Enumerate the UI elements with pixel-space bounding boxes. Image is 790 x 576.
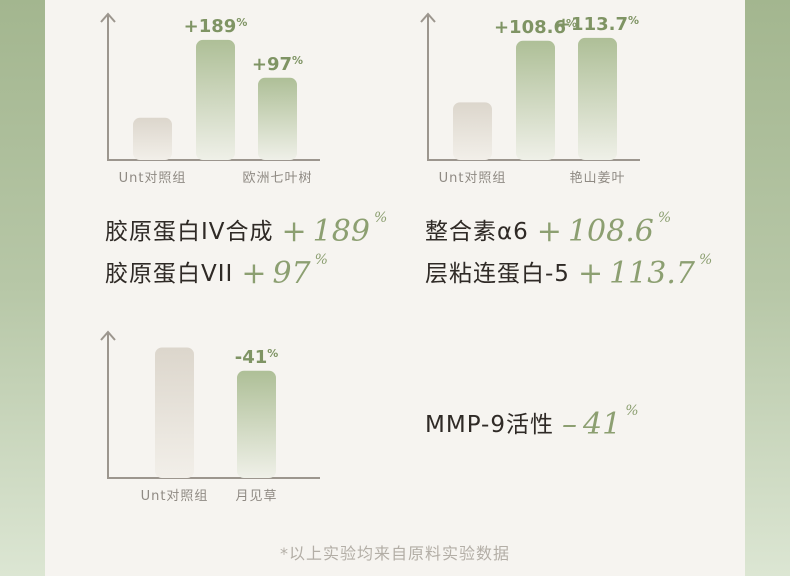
stat-value: +189% [281,210,388,249]
stat-label: 胶原蛋白VII [105,261,234,287]
bar-data-label: +113.7% [556,14,639,35]
stat-integrin: 整合素α6 +108.6% [425,210,672,249]
category-label: Unt对照组 [439,171,507,186]
bar-chart-collagen-svg: Unt对照组 +189%+97% 欧洲七叶树 [100,12,320,186]
category-label: 月见草 [235,489,277,504]
y-axis-arrow [100,330,116,341]
stat-value: +97% [241,252,328,291]
bar-chart-mmp9: Unt对照组 -41% 月见草 [95,326,325,504]
y-axis-arrow [420,12,436,23]
stat-value: +113.7% [577,252,713,291]
bar-data-label: +189% [184,16,248,37]
bar-chart-integrin-svg: Unt对照组 +108.6%+113.7% 艳山姜叶 [420,12,640,186]
bar-1 [516,40,555,160]
bar-chart-mmp9-svg: Unt对照组 -41% 月见草 [100,330,320,504]
category-label: Unt对照组 [119,171,187,186]
bar-2 [578,37,617,160]
footnote: *以上实验均来自原料实验数据 [279,544,510,563]
bar-chart-collagen: Unt对照组 +189% +97% 欧洲七叶树 [95,8,325,186]
bar-1 [196,39,235,160]
bar-data-label: -41% [235,347,279,368]
stat-label: 层粘连蛋白-5 [425,261,570,287]
bar-0 [453,102,492,160]
content-panel: Unt对照组 +189% +97% 欧洲七叶树 Unt对照组 +108.6% +113.7… [45,0,745,576]
stat-label: 胶原蛋白IV合成 [105,219,274,245]
bar-0 [133,117,172,160]
category-label: Unt对照组 [141,489,209,504]
stat-collagen-iv: 胶原蛋白IV合成 +189% [105,210,388,249]
category-label: 欧洲七叶树 [242,171,312,186]
bar-0 [155,347,194,478]
bar-1 [237,370,276,478]
y-axis-arrow [100,12,116,23]
stat-collagen-vii: 胶原蛋白VII +97% [105,252,328,291]
stat-laminin: 层粘连蛋白-5 +113.7% [425,252,713,291]
stat-value: –41% [562,403,639,442]
chart-axes [107,332,320,479]
chart-axes [107,14,320,161]
bar-2 [258,77,297,160]
stat-label: MMP-9活性 [425,412,554,438]
stat-label: 整合素α6 [425,219,529,245]
stat-mmp9: MMP-9活性 –41% [425,403,639,442]
category-label: 艳山姜叶 [569,170,625,186]
bar-chart-integrin: Unt对照组 +108.6% +113.7% 艳山姜叶 [415,8,645,186]
stat-value: +108.6% [536,210,672,249]
chart-axes [427,14,640,161]
bar-data-label: +108.6% [494,17,577,38]
bar-data-label: +97% [252,54,303,75]
